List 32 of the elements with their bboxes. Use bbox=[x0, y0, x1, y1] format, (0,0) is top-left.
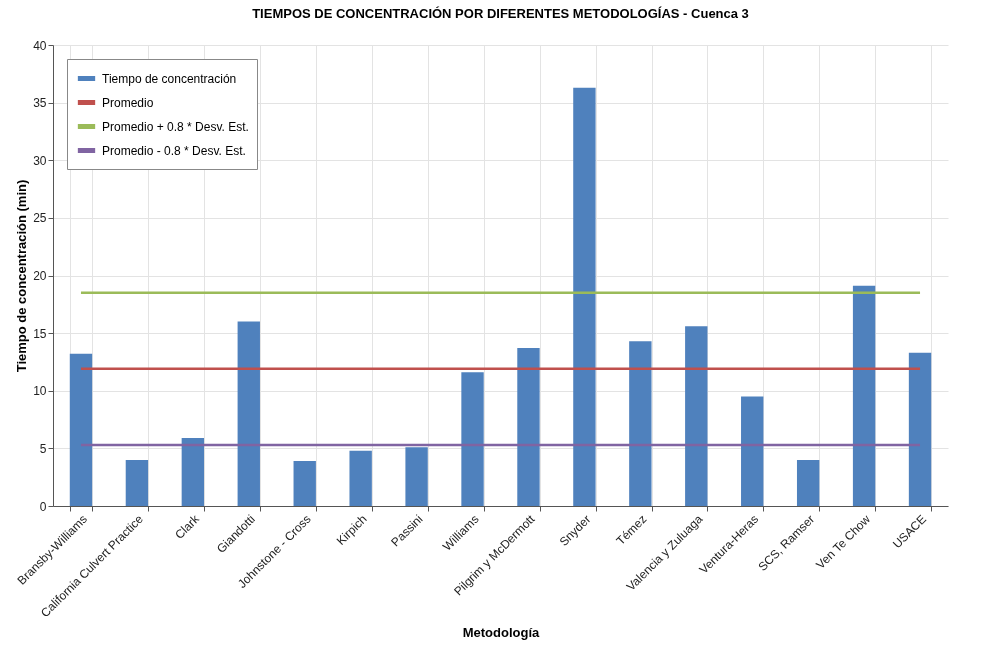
bar bbox=[293, 461, 316, 506]
bar bbox=[573, 87, 596, 506]
bar bbox=[741, 396, 764, 506]
y-axis-title: Tiempo de concentración (min) bbox=[14, 179, 30, 373]
bar bbox=[461, 372, 484, 506]
legend-label: Tiempo de concentración bbox=[102, 71, 237, 86]
y-tick-label: 5 bbox=[39, 441, 47, 456]
y-tick-label: 40 bbox=[33, 38, 47, 53]
bar bbox=[517, 348, 540, 506]
bar bbox=[181, 438, 205, 506]
bar bbox=[405, 447, 428, 506]
x-axis-title: Metodología bbox=[462, 625, 541, 641]
y-tick-label: 35 bbox=[33, 96, 47, 111]
y-tick-label: 30 bbox=[33, 153, 47, 168]
bar bbox=[69, 353, 93, 506]
chart-title: TIEMPOS DE CONCENTRACIÓN POR DIFERENTES METODOLOGÍAS - Cuenca 3 bbox=[252, 6, 749, 21]
y-tick-label: 0 bbox=[39, 499, 47, 514]
legend-label: Promedio bbox=[102, 95, 154, 110]
y-tick-label: 20 bbox=[33, 269, 47, 283]
y-tick-label: 10 bbox=[33, 384, 47, 399]
y-tick-label: 15 bbox=[33, 326, 47, 341]
bar bbox=[908, 352, 932, 506]
legend-label: Promedio + 0.8 * Desv. Est. bbox=[102, 119, 249, 134]
bar bbox=[125, 459, 149, 506]
bar bbox=[349, 450, 372, 506]
bar bbox=[852, 285, 876, 506]
legend-label: Promedio - 0.8 * Desv. Est. bbox=[102, 143, 246, 158]
bar bbox=[629, 341, 652, 506]
y-tick-label: 25 bbox=[33, 211, 47, 226]
bar bbox=[796, 459, 820, 506]
bar bbox=[685, 326, 708, 506]
bar bbox=[237, 321, 260, 506]
